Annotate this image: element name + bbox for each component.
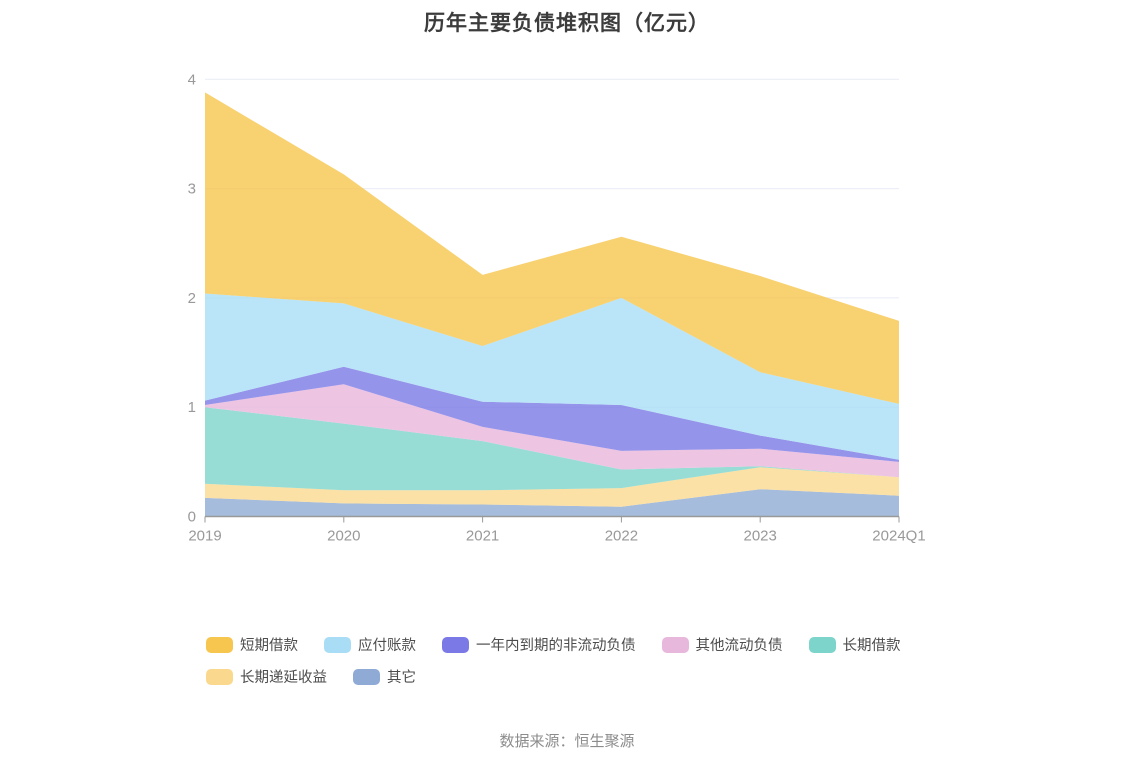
legend-swatch-long-term-borrowings xyxy=(808,636,836,653)
legend-swatch-others xyxy=(353,668,380,685)
legend-label-long-term-borrowings: 长期借款 xyxy=(842,638,901,654)
legend-swatch-short-term-borrowings xyxy=(206,636,233,653)
x-tick-label: 2024Q1 xyxy=(872,528,925,545)
y-tick-label: 2 xyxy=(188,290,196,307)
data-source-caption: 数据来源：恒生聚源 xyxy=(499,733,635,750)
legend-swatch-other-current-liabilities xyxy=(661,636,689,653)
chart-legend: 短期借款 应付账款 一年内到期的非流动负债 其他流动负债 长期借款长期递延收益 其它 xyxy=(206,634,938,687)
area-long-term-borrowings xyxy=(205,407,899,491)
area-long-term-deferred-income xyxy=(205,467,899,507)
legend-item-long-term-borrowings[interactable]: 长期借款 xyxy=(808,634,901,655)
legend-item-others[interactable]: 其它 xyxy=(353,666,416,687)
x-axis xyxy=(204,515,900,523)
stacked-areas xyxy=(205,92,899,517)
legend-item-non-current-liabilities-due-within-one-year[interactable]: 一年内到期的非流动负债 xyxy=(442,634,636,655)
legend-label-non-current-liabilities-due-within-one-year: 一年内到期的非流动负债 xyxy=(476,638,636,654)
y-tick-label: 4 xyxy=(188,71,196,88)
y-axis-labels: 0 1 2 3 4 xyxy=(188,71,196,525)
legend-item-long-term-deferred-income[interactable]: 长期递延收益 xyxy=(206,666,327,687)
x-tick-label: 2022 xyxy=(605,528,638,545)
legend-label-long-term-deferred-income: 长期递延收益 xyxy=(240,670,327,686)
legend-swatch-long-term-deferred-income xyxy=(206,668,233,685)
legend-item-accounts-payable[interactable]: 应付账款 xyxy=(324,634,416,655)
legend-item-short-term-borrowings[interactable]: 短期借款 xyxy=(206,634,298,655)
legend-label-accounts-payable: 应付账款 xyxy=(358,638,416,654)
legend-item-other-current-liabilities[interactable]: 其他流动负债 xyxy=(661,634,783,655)
legend-swatch-non-current-liabilities-due-within-one-year xyxy=(442,636,469,653)
y-tick-label: 1 xyxy=(188,399,196,416)
legend-label-other-current-liabilities: 其他流动负债 xyxy=(695,638,783,654)
x-axis-labels: 2019 2020 2021 2022 2023 2024Q1 xyxy=(188,528,925,545)
y-tick-label: 0 xyxy=(188,509,196,526)
area-other-current-liabilities xyxy=(205,384,899,478)
area-non-current-liabilities-due-within-one-year xyxy=(205,366,899,462)
y-tick-label: 3 xyxy=(188,181,196,198)
legend-swatch-accounts-payable xyxy=(324,636,351,653)
area-short-term-borrowings xyxy=(205,92,899,404)
legend-label-others: 其它 xyxy=(387,670,416,686)
legend-label-short-term-borrowings: 短期借款 xyxy=(240,638,298,654)
area-others xyxy=(205,489,899,517)
liabilities-stacked-area-chart: 0 1 2 3 4 2019 2020 2021 2022 2023 2024Q1 xyxy=(188,71,926,545)
x-tick-label: 2023 xyxy=(744,528,777,545)
chart-title: 历年主要负债堆积图（亿元） xyxy=(424,12,710,35)
x-tick-label: 2021 xyxy=(466,528,499,545)
area-accounts-payable xyxy=(205,293,899,460)
x-tick-label: 2019 xyxy=(188,528,221,545)
x-tick-label: 2020 xyxy=(327,528,360,545)
